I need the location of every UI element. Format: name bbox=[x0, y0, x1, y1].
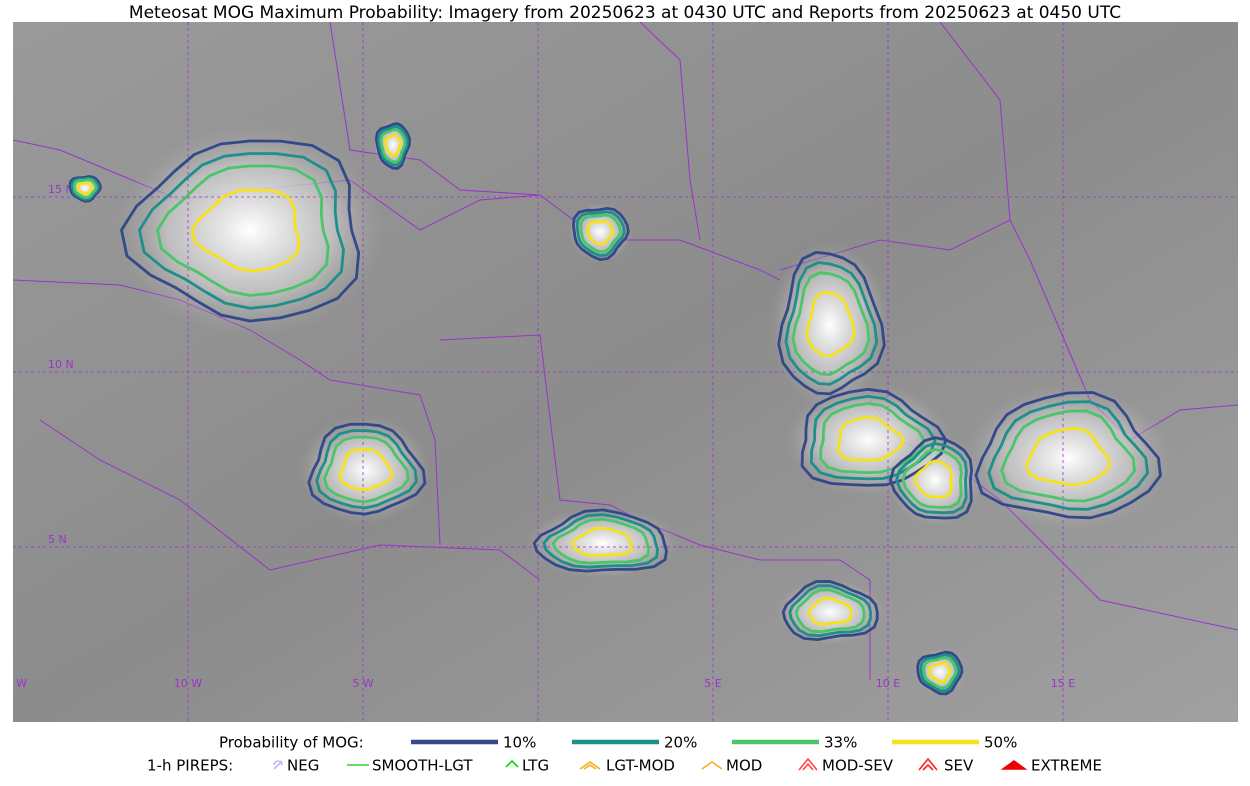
probability-contour bbox=[974, 391, 1162, 520]
pirep-symbol bbox=[1000, 760, 1028, 770]
probability-contour bbox=[532, 508, 668, 573]
pirep-label: MOD bbox=[726, 757, 762, 775]
probability-contour bbox=[384, 133, 402, 158]
probability-contour bbox=[138, 152, 345, 310]
probability-contour bbox=[784, 261, 879, 386]
probability-contour bbox=[72, 178, 98, 199]
probability-contour bbox=[374, 122, 412, 170]
probability-contour bbox=[338, 447, 394, 492]
title: Meteosat MOG Maximum Probability: Imager… bbox=[129, 3, 1121, 23]
probability-contour bbox=[579, 213, 622, 254]
probability-contour bbox=[788, 584, 872, 638]
map: 15 N 10 N 5 N 15 W 10 W 5 W 5 E 10 E 15 E bbox=[0, 22, 1238, 722]
pirep-label: MOD-SEV bbox=[822, 757, 894, 775]
lon-label: 10 W bbox=[174, 677, 202, 690]
probability-contour bbox=[70, 176, 100, 201]
probability-contour bbox=[572, 206, 630, 262]
pirep-label: LTG bbox=[522, 757, 549, 775]
cloud-top bbox=[112, 122, 388, 338]
lat-label: 15 N bbox=[48, 183, 74, 196]
pireps-title: 1-h PIREPS: bbox=[147, 757, 233, 775]
probability-contour bbox=[987, 400, 1149, 511]
probability-contour bbox=[156, 164, 330, 297]
probability-contour bbox=[379, 128, 407, 164]
probability-contour bbox=[895, 442, 968, 515]
pirep-symbol bbox=[918, 757, 938, 771]
cloud-top bbox=[525, 507, 681, 579]
lat-label: 10 N bbox=[48, 358, 74, 371]
pirep-label: EXTREME bbox=[1031, 757, 1102, 775]
probability-contour bbox=[68, 175, 102, 203]
lat-label: 5 N bbox=[48, 533, 67, 546]
probability-contour bbox=[791, 271, 871, 377]
probability-contour bbox=[552, 517, 651, 565]
probability-contour bbox=[542, 513, 659, 569]
probability-contour bbox=[575, 210, 626, 258]
probability-contour bbox=[889, 436, 973, 520]
pirep-label: SMOOTH-LGT bbox=[372, 757, 473, 775]
probability-contour bbox=[805, 290, 856, 358]
cloud-top bbox=[773, 578, 887, 646]
probability-contour bbox=[120, 139, 361, 323]
pirep-symbol bbox=[701, 761, 723, 770]
probability-contour bbox=[781, 580, 879, 641]
probability-contour bbox=[913, 459, 953, 499]
probability-contour bbox=[190, 188, 301, 273]
pirep-label: SEV bbox=[944, 757, 974, 775]
lon-label: 10 E bbox=[876, 677, 900, 690]
probability-contour bbox=[794, 588, 866, 634]
probability-contour bbox=[586, 219, 615, 246]
lon-label: 15 W bbox=[0, 677, 27, 690]
probability-contour bbox=[916, 650, 964, 696]
legend-label: 33% bbox=[824, 734, 857, 752]
probability-contour bbox=[777, 250, 886, 396]
probability-contour bbox=[1000, 409, 1136, 503]
probability-contour bbox=[307, 422, 427, 516]
probability-contour bbox=[315, 429, 418, 510]
pirep-label: NEG bbox=[287, 757, 319, 775]
probability-contour bbox=[922, 656, 958, 690]
pirep-symbol bbox=[798, 757, 818, 771]
pirep-symbol bbox=[579, 761, 601, 770]
pirep-symbol bbox=[273, 760, 283, 770]
probability-contour bbox=[570, 526, 633, 558]
legend-title: Probability of MOG: bbox=[219, 734, 364, 752]
legend-label: 10% bbox=[503, 734, 536, 752]
probability-contour bbox=[323, 435, 410, 504]
probability-contour bbox=[807, 596, 853, 626]
legend-label: 50% bbox=[984, 734, 1017, 752]
pirep-symbol bbox=[505, 759, 519, 768]
lon-label: 5 E bbox=[704, 677, 721, 690]
probability-contour bbox=[1025, 427, 1111, 487]
probability-contour bbox=[377, 125, 409, 167]
probability-contour bbox=[919, 653, 961, 693]
probability-contour bbox=[76, 181, 94, 196]
legend-label: 20% bbox=[664, 734, 697, 752]
probability-contour bbox=[928, 661, 952, 684]
pirep-label: LGT-MOD bbox=[606, 757, 675, 775]
probability-contour bbox=[837, 415, 905, 462]
lon-label: 5 W bbox=[352, 677, 373, 690]
lon-label: 15 E bbox=[1051, 677, 1075, 690]
probability-contour bbox=[901, 448, 963, 509]
